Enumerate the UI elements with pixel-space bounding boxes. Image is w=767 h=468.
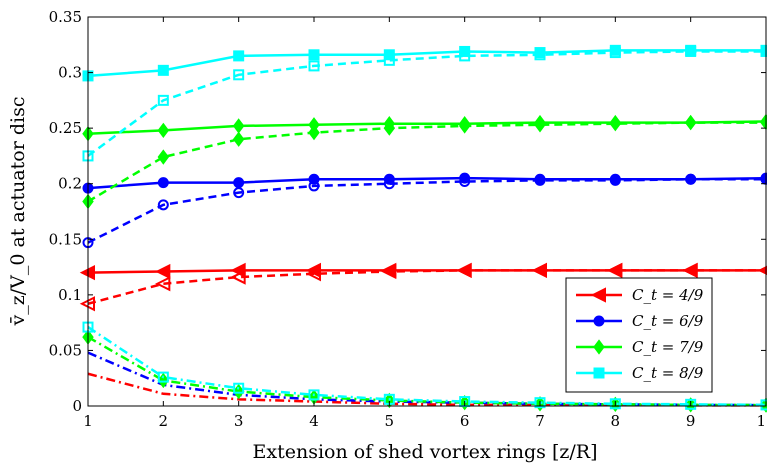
series-10 (82, 45, 767, 162)
data-point (383, 49, 395, 61)
series-line (87, 121, 766, 203)
data-point (607, 262, 623, 279)
data-point (459, 50, 471, 62)
data-point (458, 118, 471, 134)
y-tick-label: 0.1 (58, 286, 82, 304)
data-point (383, 54, 395, 66)
legend-label: C_t = 8/9 (632, 364, 704, 382)
series-line (87, 326, 767, 407)
data-point (684, 114, 697, 131)
y-tick-label: 0.05 (49, 341, 82, 359)
x-tick-label: 5 (385, 412, 395, 430)
data-point (233, 382, 245, 394)
x-tick-label: 1 (83, 412, 93, 430)
data-point (233, 177, 245, 189)
series-layer (79, 44, 767, 413)
y-tick-label: 0.2 (58, 175, 82, 193)
data-point (308, 180, 320, 192)
data-point (685, 45, 697, 57)
data-point (157, 372, 170, 389)
legend-label: C_t = 6/9 (632, 312, 704, 330)
axes: 1 2 3 4 5 6 7 8 9 10 0 0.05 0.1 0.15 0.2 0.25 0.3 0.35 (49, 8, 767, 430)
series-line (87, 50, 766, 157)
data-point (155, 276, 171, 292)
data-point (232, 131, 245, 147)
data-point (609, 47, 621, 59)
series-line (87, 336, 767, 407)
x-tick-label: 2 (159, 412, 169, 430)
x-tick-label: 9 (686, 412, 696, 430)
x-tick-label: 7 (535, 412, 545, 430)
data-point (232, 383, 245, 400)
data-point (157, 177, 169, 189)
data-point (383, 178, 395, 190)
series-line (87, 178, 766, 244)
data-point (590, 287, 606, 303)
data-point (593, 315, 605, 327)
y-tick-label: 0.35 (49, 8, 82, 26)
data-point (155, 263, 171, 280)
data-point (593, 339, 605, 355)
x-axis-title: Extension of shed vortex rings [z/R] (253, 441, 598, 463)
data-point (456, 262, 472, 279)
y-tick-label: 0.25 (49, 119, 82, 137)
series-line (87, 49, 766, 78)
data-point (157, 199, 169, 211)
data-point (157, 122, 170, 139)
data-point (534, 174, 546, 186)
y-tick-label: 0.3 (58, 64, 82, 82)
x-tick-label: 6 (460, 412, 470, 430)
legend: C_t = 4/9 C_t = 6/9 C_t = 7/9 C_t = 8/9 (565, 277, 713, 393)
legend-label: C_t = 7/9 (632, 338, 704, 356)
legend-label: C_t = 4/9 (632, 286, 704, 304)
x-tick-label: 8 (611, 412, 621, 430)
data-point (308, 49, 320, 61)
data-point (593, 367, 605, 379)
data-point (157, 149, 170, 165)
data-point (230, 269, 246, 285)
y-tick-label: 0.15 (49, 230, 82, 248)
data-point (685, 173, 697, 185)
x-tick-label: 4 (309, 412, 319, 430)
data-point (609, 398, 621, 410)
series-4 (82, 173, 767, 249)
legend-item: C_t = 7/9 (576, 338, 704, 356)
data-point (381, 263, 397, 280)
data-point (305, 266, 321, 282)
data-point (531, 262, 547, 279)
data-point (609, 174, 621, 186)
y-axis-title: v̄_z/V_0 at actuator disc (7, 97, 29, 327)
data-point (233, 69, 245, 81)
series-line (87, 372, 767, 407)
data-point (609, 116, 622, 132)
x-tick-label: 10 (756, 412, 767, 430)
data-point (157, 371, 169, 383)
series-2 (87, 372, 767, 407)
plot-frame (87, 16, 767, 407)
data-point (685, 398, 697, 410)
y-tick-label: 0 (72, 397, 82, 415)
series-3 (82, 172, 767, 194)
series-line (87, 269, 766, 305)
data-point (682, 262, 698, 279)
data-point (534, 49, 546, 61)
legend-item: C_t = 6/9 (576, 312, 704, 330)
data-point (233, 50, 245, 62)
data-point (157, 64, 169, 76)
data-point (157, 94, 169, 106)
data-point (534, 117, 546, 133)
legend-item: C_t = 8/9 (576, 364, 704, 382)
data-point (459, 175, 471, 187)
data-point (534, 397, 546, 409)
data-point (383, 120, 396, 136)
data-point (232, 118, 245, 134)
data-point (308, 124, 320, 141)
data-point (308, 389, 320, 401)
legend-item: C_t = 4/9 (576, 286, 704, 304)
data-point (233, 187, 245, 199)
data-point (308, 60, 320, 72)
x-tick-label: 3 (234, 412, 244, 430)
